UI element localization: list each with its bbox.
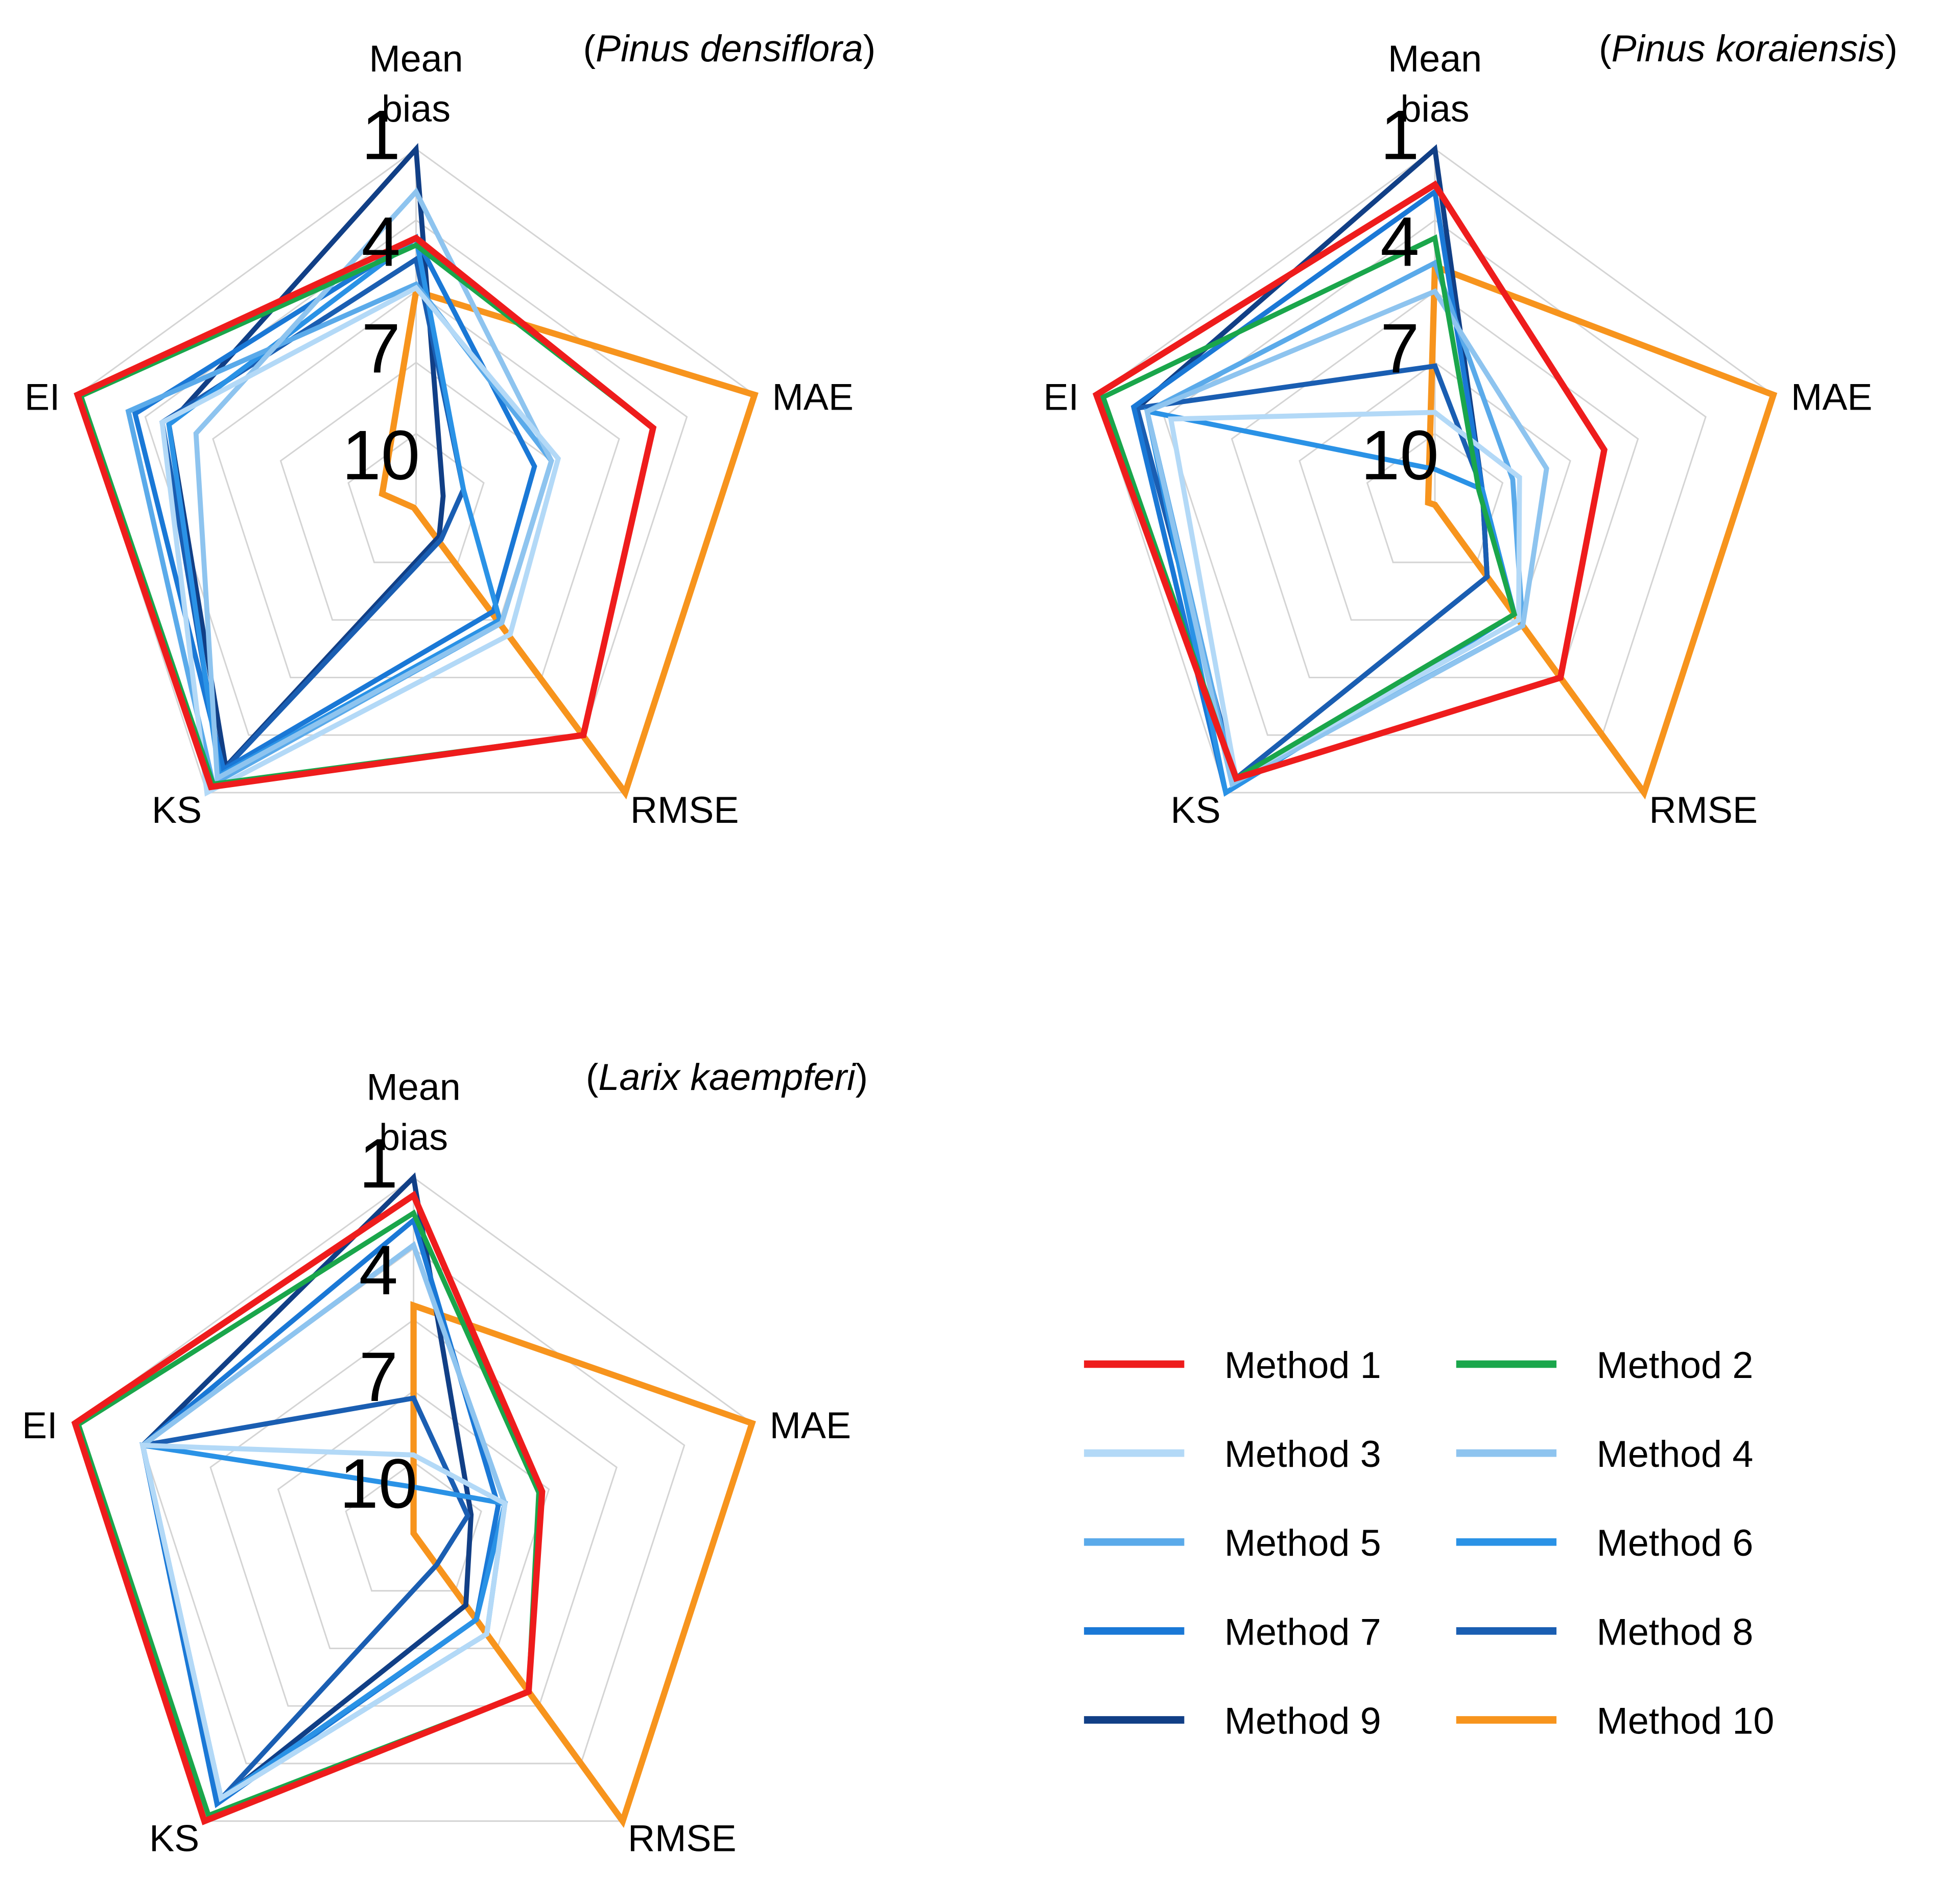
radar-series-group [1092, 144, 1778, 800]
series-line-method-3 [139, 1442, 508, 1802]
legend-label: Method 10 [1597, 1699, 1775, 1742]
legend-label: Method 8 [1597, 1610, 1754, 1653]
radar-series-group [74, 143, 759, 800]
legend-item-method-8: Method 8 [1456, 1610, 1754, 1653]
legend-label: Method 2 [1597, 1344, 1754, 1386]
series-line-method-3 [159, 284, 561, 797]
grid-ring [212, 290, 620, 679]
axis-label-mae: MAE [772, 376, 853, 418]
series-line-method-7 [132, 234, 537, 774]
legend-item-method-9: Method 9 [1084, 1699, 1381, 1742]
series-line-method-9 [140, 1172, 474, 1805]
tick-label: 1 [359, 1125, 398, 1203]
axis-label-rmse: RMSE [630, 789, 739, 831]
series-line-method-1 [74, 234, 657, 791]
grid-ring [279, 361, 553, 621]
series-line-method-4 [193, 187, 554, 782]
series-line-method-10 [1425, 261, 1778, 800]
axis-label-rmse: RMSE [628, 1817, 737, 1859]
tick-label: 10 [1361, 416, 1439, 494]
axis-label-rmse: RMSE [1649, 789, 1758, 831]
radar-panel-larix-kaempferi: 1 4 7 10 Mean bias MAE RMSE KS EI (Larix kaempferi… [22, 1056, 868, 1860]
axis-label-mean-bias: Mean bias [1388, 37, 1482, 130]
radar-series-group [71, 1172, 756, 1828]
legend: Method 1 Method 2 Method 3 Method 4 Method 5… [1084, 1344, 1774, 1742]
chart-title: (Pinus koraiensis) [1599, 27, 1898, 69]
axis-label-ei: EI [22, 1404, 58, 1446]
legend-label: Method 3 [1224, 1433, 1381, 1475]
legend-item-method-5: Method 5 [1084, 1521, 1381, 1564]
tick-label: 4 [1380, 203, 1419, 281]
tick-label: 7 [1380, 310, 1419, 388]
chart-title: (Larix kaempferi) [586, 1056, 868, 1098]
tick-label: 10 [339, 1445, 417, 1523]
axis-label-mae: MAE [770, 1404, 851, 1446]
tick-label: 4 [362, 203, 400, 281]
tick-label: 1 [1380, 97, 1419, 175]
chart-title: (Pinus densiflora) [583, 27, 876, 69]
series-line-method-3 [1168, 410, 1522, 782]
axis-label-mae: MAE [1791, 376, 1872, 418]
legend-label: Method 9 [1224, 1699, 1381, 1742]
legend-item-method-10: Method 10 [1456, 1699, 1775, 1742]
grid-ring [1366, 433, 1504, 563]
legend-item-method-1: Method 1 [1084, 1344, 1381, 1386]
axis-label-ks: KS [149, 1817, 199, 1859]
legend-label: Method 7 [1224, 1610, 1381, 1653]
axis-label-ei: EI [25, 376, 60, 418]
tick-label: 7 [359, 1338, 398, 1416]
axis-label-mean-bias: Mean bias [369, 37, 463, 130]
series-line-method-2 [1100, 234, 1518, 782]
tick-label: 1 [362, 97, 400, 175]
series-line-method-4 [1144, 288, 1549, 788]
radar-panel-pinus-koraiensis: 1 4 7 10 Mean bias MAE RMSE KS EI (Pinus koraiensi… [1044, 27, 1898, 831]
series-line-method-7 [140, 1216, 501, 1809]
series-line-method-7 [1130, 187, 1518, 797]
tick-label: 7 [362, 310, 400, 388]
series-line-method-10 [379, 287, 759, 800]
grid-ring [77, 148, 755, 794]
series-line-method-1 [1092, 180, 1608, 782]
legend-label: Method 6 [1597, 1521, 1754, 1564]
legend-label: Method 5 [1224, 1521, 1381, 1564]
axis-label-ks: KS [152, 789, 202, 831]
legend-item-method-6: Method 6 [1456, 1521, 1754, 1564]
legend-item-method-3: Method 3 [1084, 1433, 1381, 1475]
legend-label: Method 4 [1597, 1433, 1754, 1475]
axis-label-ei: EI [1044, 376, 1079, 418]
grid-ring [209, 1319, 618, 1707]
axis-label-mean-bias: Mean bias [367, 1065, 461, 1158]
grid-ring [1095, 148, 1775, 794]
axis-label-ks: KS [1171, 789, 1221, 831]
legend-label: Method 1 [1224, 1344, 1381, 1386]
legend-item-method-4: Method 4 [1456, 1433, 1754, 1475]
series-line-method-6 [139, 1442, 508, 1802]
series-line-method-1 [71, 1191, 546, 1825]
legend-item-method-2: Method 2 [1456, 1344, 1754, 1386]
radar-panel-pinus-densiflora: 1 4 7 10 Mean bias MAE RMSE KS EI (Pinus densiflor… [25, 27, 876, 831]
tick-label: 4 [359, 1231, 398, 1310]
tick-label: 10 [342, 416, 420, 494]
legend-item-method-7: Method 7 [1084, 1610, 1381, 1653]
